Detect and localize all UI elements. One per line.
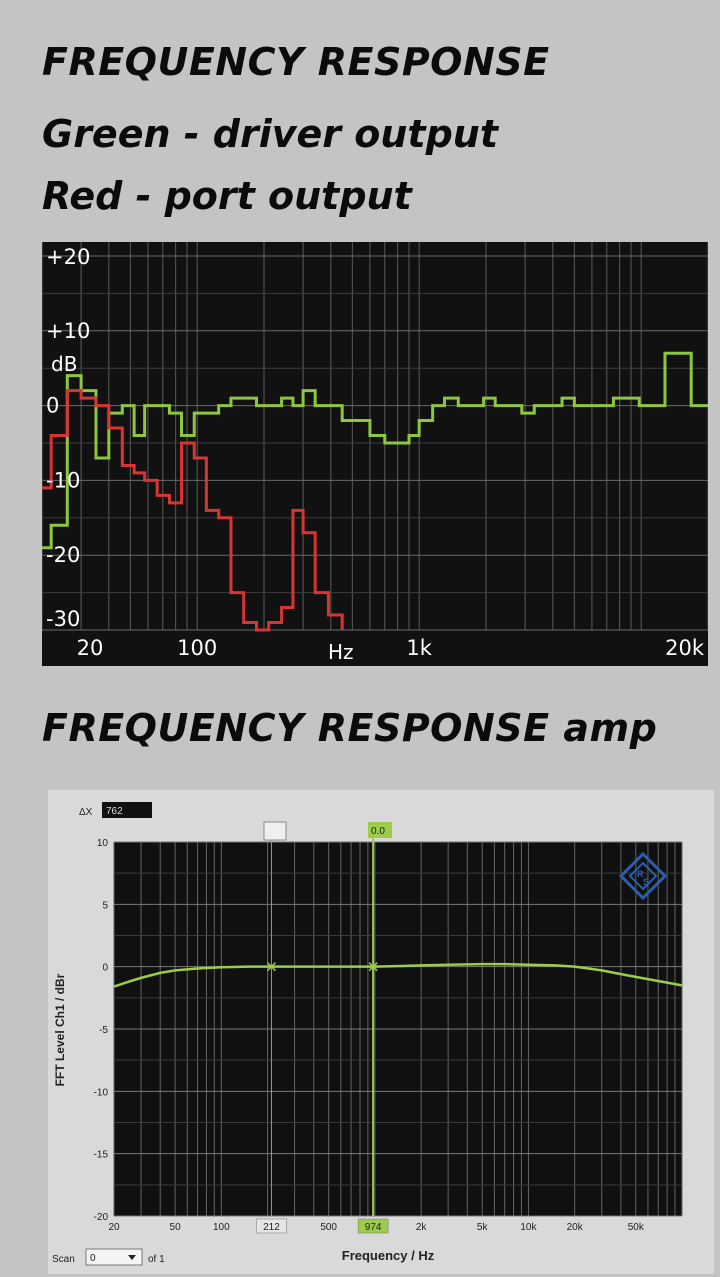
chart2-grid	[113, 841, 683, 1217]
chart1-x-tick-label: 100	[177, 636, 217, 660]
chart1-x-tick-label: 1k	[406, 636, 432, 660]
scan-select-value: 0	[90, 1253, 96, 1264]
chart2-x-tick-label: 100	[213, 1222, 230, 1233]
chart1-y-tick-label: +20	[46, 245, 90, 269]
delta-x-value: 762	[106, 806, 123, 817]
chart2-marker-label-box	[357, 1218, 389, 1234]
port-output-series	[42, 389, 344, 632]
chart1-x-tick-label: 20	[77, 636, 104, 660]
chart2-y-tick-label: -10	[94, 1087, 109, 1098]
chart1-x-labels: 20 100 1k 20k	[77, 636, 705, 660]
svg-text:S: S	[643, 877, 649, 887]
amp-frequency-response-title: FREQUENCY RESPONSE amp	[42, 706, 658, 750]
chart2-y-tick-label: 0	[102, 963, 108, 974]
speaker-frequency-chart: +20 +10 0 -10 -20 -30 20 100 1k 20k dB Hz	[42, 242, 708, 666]
chart2-marker-label: 974	[365, 1222, 382, 1233]
delta-x-value-box	[102, 802, 152, 818]
scan-select[interactable]	[85, 1248, 143, 1266]
chart2-y-tick-label: -20	[94, 1212, 109, 1223]
rohde-schwarz-logo-icon: R S	[618, 851, 668, 901]
marker-handle-left[interactable]	[263, 821, 287, 841]
chart2-marker-label: 212	[263, 1222, 280, 1233]
legend-red-port: Red - port output	[42, 174, 412, 218]
cursor-value: 0.0	[371, 826, 385, 837]
chart2-marker-label-box	[256, 1218, 287, 1234]
chart2-x-tick-label: 50	[170, 1222, 182, 1233]
scan-of-label: of 1	[148, 1254, 165, 1265]
chart1-y-axis-label: dB	[51, 352, 77, 376]
chart1-y-labels: +20 +10 0 -10 -20 -30	[46, 245, 90, 631]
frequency-response-title: FREQUENCY RESPONSE	[42, 40, 550, 84]
svg-text:R: R	[637, 869, 644, 879]
chart2-x-tick-label: 20k	[567, 1222, 584, 1233]
chart2-series	[113, 962, 683, 988]
chart2-x-tick-label: 5k	[477, 1222, 489, 1233]
chart2-y-tick-label: -15	[94, 1150, 109, 1161]
chevron-down-icon	[128, 1255, 136, 1260]
chart1-y-tick-label: -10	[46, 468, 80, 492]
chart1-y-tick-label: -20	[46, 543, 80, 567]
chart2-y-axis-label: FFT Level Ch1 / dBr	[53, 973, 67, 1086]
chart2-x-labels: 20 50 100 500 2k 5k 10k 20k 50k	[108, 1222, 644, 1233]
chart2-y-tick-label: 5	[102, 900, 108, 911]
chart2-x-tick-label: 2k	[416, 1222, 428, 1233]
chart1-x-tick-label: 20k	[665, 636, 705, 660]
chart1-x-axis-label: Hz	[328, 640, 354, 664]
chart2-x-tick-label: 20	[108, 1222, 120, 1233]
scan-label: Scan	[52, 1254, 75, 1265]
chart2-y-tick-label: -5	[99, 1025, 108, 1036]
legend-green-driver: Green - driver output	[42, 112, 498, 156]
chart2-x-tick-label: 500	[320, 1222, 337, 1233]
chart1-y-tick-label: +10	[46, 319, 90, 343]
delta-x-label: ΔX	[79, 807, 93, 818]
chart2-y-tick-label: 10	[97, 838, 109, 849]
amp-response-series	[113, 962, 683, 988]
chart2-x-tick-label: 10k	[520, 1222, 537, 1233]
driver-output-series	[42, 351, 708, 550]
chart2-x-tick-label: 50k	[628, 1222, 645, 1233]
chart1-series	[42, 351, 708, 632]
chart1-y-tick-label: -30	[46, 607, 80, 631]
chart2-markers: 212 974	[256, 834, 389, 1234]
chart1-background	[42, 242, 708, 666]
marker-handle-right[interactable]	[368, 822, 392, 838]
amp-analyzer-panel: 212 974 10 5 0 -5 -10 -15 -20 20 50 100 500 2k 5k 10k…	[48, 790, 714, 1274]
chart2-x-axis-label: Frequency / Hz	[342, 1248, 435, 1263]
chart1-y-tick-label: 0	[46, 394, 59, 418]
chart2-y-labels: 10 5 0 -5 -10 -15 -20	[94, 838, 109, 1223]
